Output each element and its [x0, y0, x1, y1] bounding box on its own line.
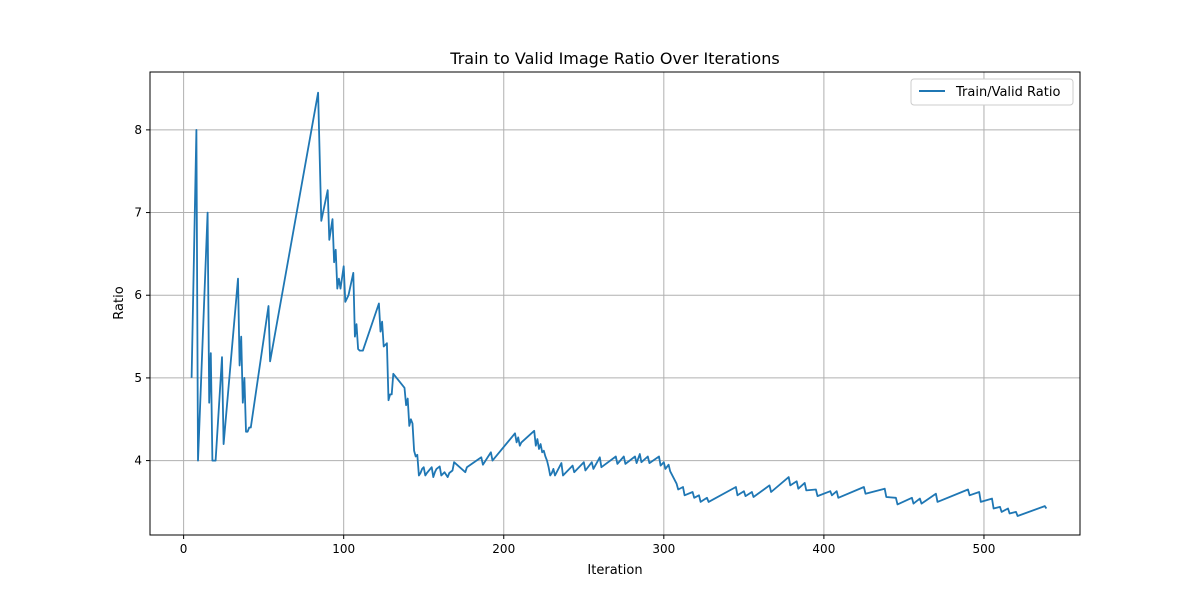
y-axis-label: Ratio	[112, 286, 127, 319]
y-tick-label: 5	[134, 371, 142, 385]
legend-box	[910, 78, 1074, 106]
series-line-train-valid-ratio	[190, 91, 1048, 517]
y-tick-label: 4	[134, 454, 142, 468]
x-axis-label: Iteration	[587, 563, 642, 578]
x-tick-label: 0	[180, 542, 188, 556]
legend: Train/Valid Ratio	[910, 78, 1074, 106]
legend-label-train-valid-ratio: Train/Valid Ratio	[955, 85, 1060, 100]
grid	[150, 72, 1080, 535]
series-lines	[190, 91, 1048, 517]
y-tick-label: 8	[134, 123, 142, 137]
y-tick-label: 6	[134, 288, 142, 302]
axis-ticks: 0 100 200 300 400 500 4 5 6 7 8	[134, 123, 995, 556]
x-tick-label: 500	[973, 542, 996, 556]
plot-frame	[149, 71, 1081, 536]
x-tick-label: 300	[652, 542, 675, 556]
y-tick-label: 7	[134, 206, 142, 220]
chart-title: Train to Valid Image Ratio Over Iteratio…	[449, 49, 779, 68]
x-tick-label: 400	[812, 542, 835, 556]
x-tick-label: 200	[492, 542, 515, 556]
x-tick-label: 100	[332, 542, 355, 556]
